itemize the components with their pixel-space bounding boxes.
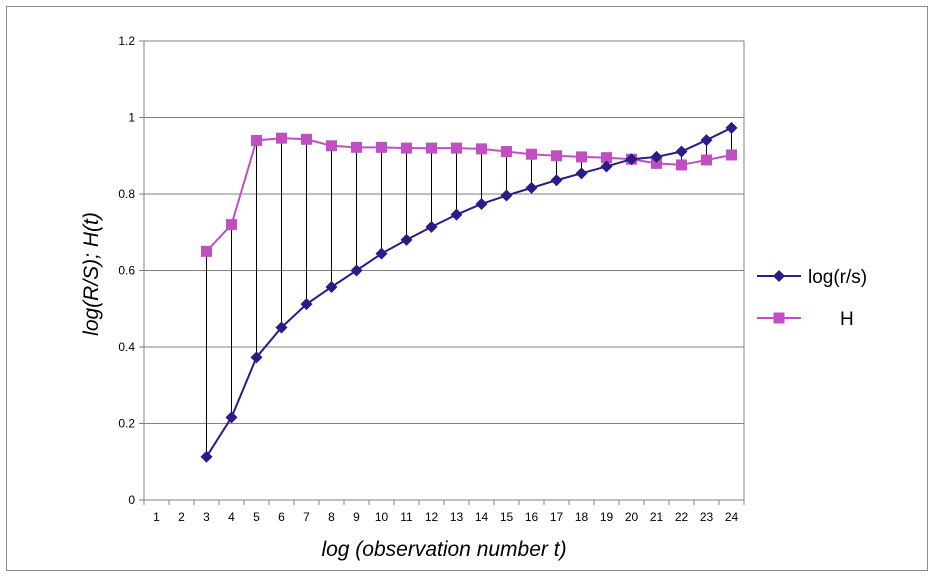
drop-lines bbox=[206, 127, 732, 457]
data-point-log-rs bbox=[250, 351, 263, 364]
y-tick-label: 0.6 bbox=[118, 264, 135, 278]
data-point-log-rs bbox=[375, 247, 388, 260]
x-tick-label: 14 bbox=[475, 510, 489, 524]
x-tick-label: 17 bbox=[550, 510, 564, 524]
data-point-log-rs bbox=[525, 181, 538, 194]
series-line-h bbox=[205, 137, 732, 253]
y-tick-label: 1 bbox=[128, 111, 135, 125]
x-tick-label: 22 bbox=[675, 510, 689, 524]
x-tick-label: 10 bbox=[375, 510, 389, 524]
series-layer bbox=[200, 121, 738, 463]
data-point-h bbox=[726, 149, 737, 161]
data-point-log-rs bbox=[275, 321, 288, 334]
x-tick-label: 13 bbox=[450, 510, 464, 524]
data-point-h bbox=[676, 159, 687, 171]
data-point-log-rs bbox=[625, 153, 638, 166]
x-tick-label: 20 bbox=[625, 510, 639, 524]
data-point-h bbox=[201, 245, 212, 257]
data-point-h bbox=[426, 142, 437, 154]
data-point-h bbox=[526, 148, 537, 160]
y-tick-label: 1.2 bbox=[118, 34, 135, 48]
x-tick-label: 4 bbox=[228, 510, 235, 524]
x-tick-label: 24 bbox=[725, 510, 739, 524]
series-line-log-rs bbox=[205, 126, 732, 458]
data-point-log-rs bbox=[475, 197, 488, 210]
y-tick-label: 0.2 bbox=[118, 417, 135, 431]
data-point-log-rs bbox=[425, 220, 438, 233]
x-tick-label: 8 bbox=[328, 510, 335, 524]
gridlines bbox=[144, 40, 744, 424]
data-point-log-rs bbox=[550, 174, 563, 187]
x-tick-label: 7 bbox=[303, 510, 310, 524]
data-point-log-rs bbox=[675, 145, 688, 158]
x-tick-label: 19 bbox=[600, 510, 614, 524]
data-point-h bbox=[351, 141, 362, 153]
y-axis-title: log(R/S); H(t) bbox=[80, 212, 103, 336]
data-point-h bbox=[701, 154, 712, 166]
x-tick-label: 3 bbox=[203, 510, 210, 524]
data-point-log-rs bbox=[650, 150, 663, 163]
data-point-h bbox=[376, 141, 387, 153]
x-tick-label: 9 bbox=[353, 510, 360, 524]
legend-marker bbox=[773, 312, 785, 324]
x-tick-label: 2 bbox=[178, 510, 185, 524]
data-point-log-rs bbox=[400, 233, 413, 246]
x-tick-label: 1 bbox=[153, 510, 160, 524]
data-point-log-rs bbox=[225, 411, 238, 424]
data-point-log-rs bbox=[700, 134, 713, 147]
chart-svg: 00.20.40.60.811.21 2 3 4 5 6 7 8 9 10 11 12 13 14 15 16… bbox=[80, 34, 867, 561]
legend: log(r/s) H bbox=[757, 267, 867, 330]
data-point-h bbox=[226, 219, 237, 231]
x-axis-title: log (observation number t) bbox=[321, 538, 566, 561]
y-tick-label: 0 bbox=[128, 493, 135, 507]
data-point-h bbox=[276, 132, 287, 144]
data-point-h bbox=[576, 151, 587, 163]
data-point-log-rs bbox=[500, 189, 513, 202]
x-tick-label: 21 bbox=[650, 510, 664, 524]
data-point-h bbox=[601, 152, 612, 164]
x-tick-label: 12 bbox=[425, 510, 439, 524]
legend-marker bbox=[773, 270, 785, 282]
data-point-log-rs bbox=[725, 121, 738, 134]
y-tick-label: 0.8 bbox=[118, 187, 135, 201]
data-point-h bbox=[551, 150, 562, 162]
data-point-log-rs bbox=[600, 160, 613, 173]
x-tick-label: 18 bbox=[575, 510, 589, 524]
x-tick-label: 23 bbox=[700, 510, 714, 524]
data-point-h bbox=[251, 134, 262, 146]
legend-label: H bbox=[840, 309, 854, 330]
legend-label: log(r/s) bbox=[808, 267, 867, 288]
chart-frame: 0 0.2 0.4 0.6 0.8 1 1.2 1 2 3 4 5 6 7 8 9 10 11 12 13 14 15 16… bbox=[6, 6, 928, 571]
axes: 00.20.40.60.811.21 2 3 4 5 6 7 8 9 10 11 12 13 14 15 16… bbox=[118, 34, 745, 524]
data-point-log-rs bbox=[300, 298, 313, 311]
data-point-log-rs bbox=[575, 167, 588, 180]
data-point-h bbox=[451, 142, 462, 154]
x-tick-label: 5 bbox=[253, 510, 260, 524]
data-point-h bbox=[476, 143, 487, 155]
data-point-log-rs bbox=[325, 280, 338, 293]
data-point-log-rs bbox=[200, 450, 213, 463]
data-point-log-rs bbox=[350, 264, 363, 277]
data-point-log-rs bbox=[450, 208, 463, 221]
y-tick-label: 0.4 bbox=[118, 340, 135, 354]
x-tick-label: 11 bbox=[400, 510, 413, 524]
x-tick-label: 6 bbox=[278, 510, 285, 524]
data-point-h bbox=[326, 140, 337, 152]
data-point-h bbox=[651, 157, 662, 169]
x-tick-label: 15 bbox=[500, 510, 514, 524]
data-point-h bbox=[501, 146, 512, 158]
x-tick-label: 16 bbox=[525, 510, 539, 524]
data-point-h bbox=[401, 142, 412, 154]
data-point-h bbox=[301, 133, 312, 145]
